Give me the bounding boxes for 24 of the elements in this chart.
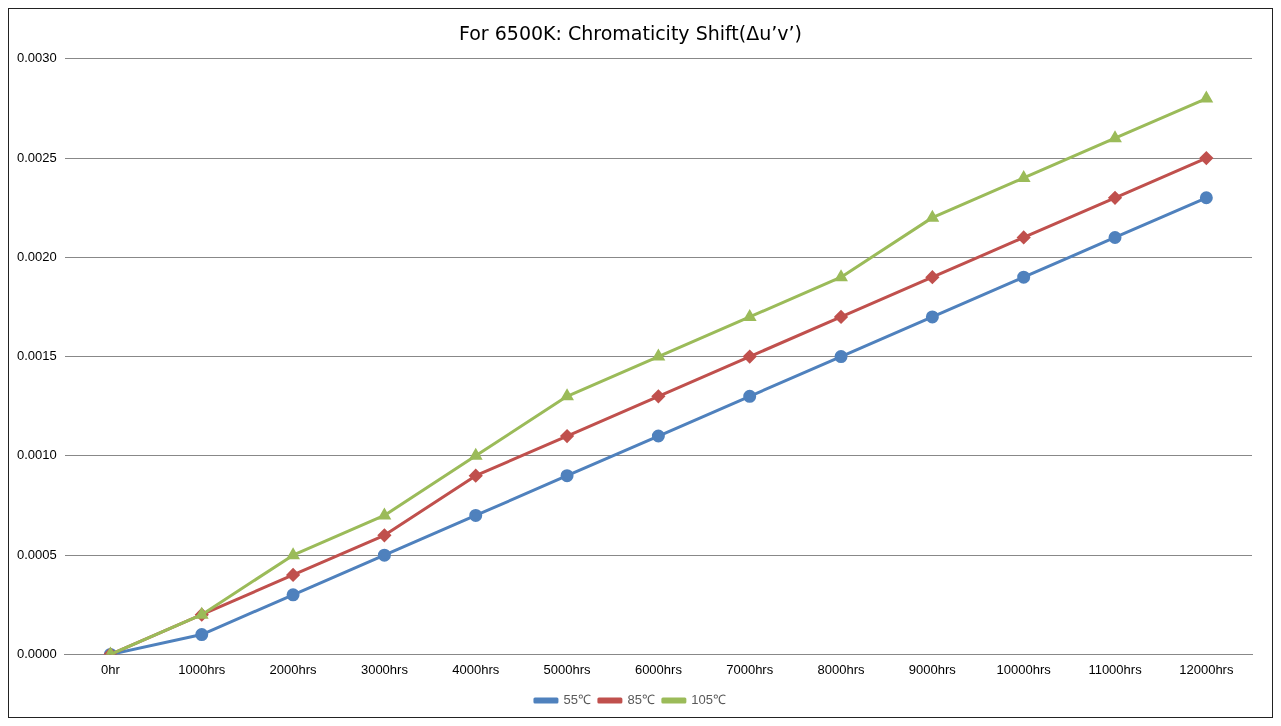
y-tick-label: 0.0015 [17,348,57,364]
x-tick-label: 7000hrs [726,661,774,677]
y-tick-label: 0.0000 [17,645,57,661]
x-tick-label: 12000hrs [1179,661,1234,677]
x-tick-label: 1000hrs [178,661,226,677]
y-tick-label: 0.0030 [17,50,57,66]
x-tick-label: 9000hrs [908,661,957,677]
y-tick-label: 0.0010 [17,447,57,463]
x-tick-label: 11000hrs [1088,661,1143,677]
x-tick-label: 2000hrs [269,661,318,677]
x-tick-label: 8000hrs [817,661,866,677]
y-tick-label: 0.0005 [17,546,57,562]
y-tick-label: 0.0025 [17,149,57,165]
y-tick-label: 0.0020 [17,248,57,264]
x-tick-label: 3000hrs [360,661,409,677]
x-tick-label: 6000hrs [634,661,683,677]
x-tick-label: 4000hrs [452,661,500,677]
legend-label: 105℃ [691,692,727,708]
x-tick-label: 10000hrs [996,661,1052,677]
x-tick-label: 5000hrs [543,661,592,677]
chart-title: For 6500K: Chromaticity Shift(Δu’v’) [458,22,803,45]
legend-label: 85℃ [627,692,655,708]
legend-label: 55℃ [563,692,591,708]
x-tick-label: 0hr [101,661,121,677]
